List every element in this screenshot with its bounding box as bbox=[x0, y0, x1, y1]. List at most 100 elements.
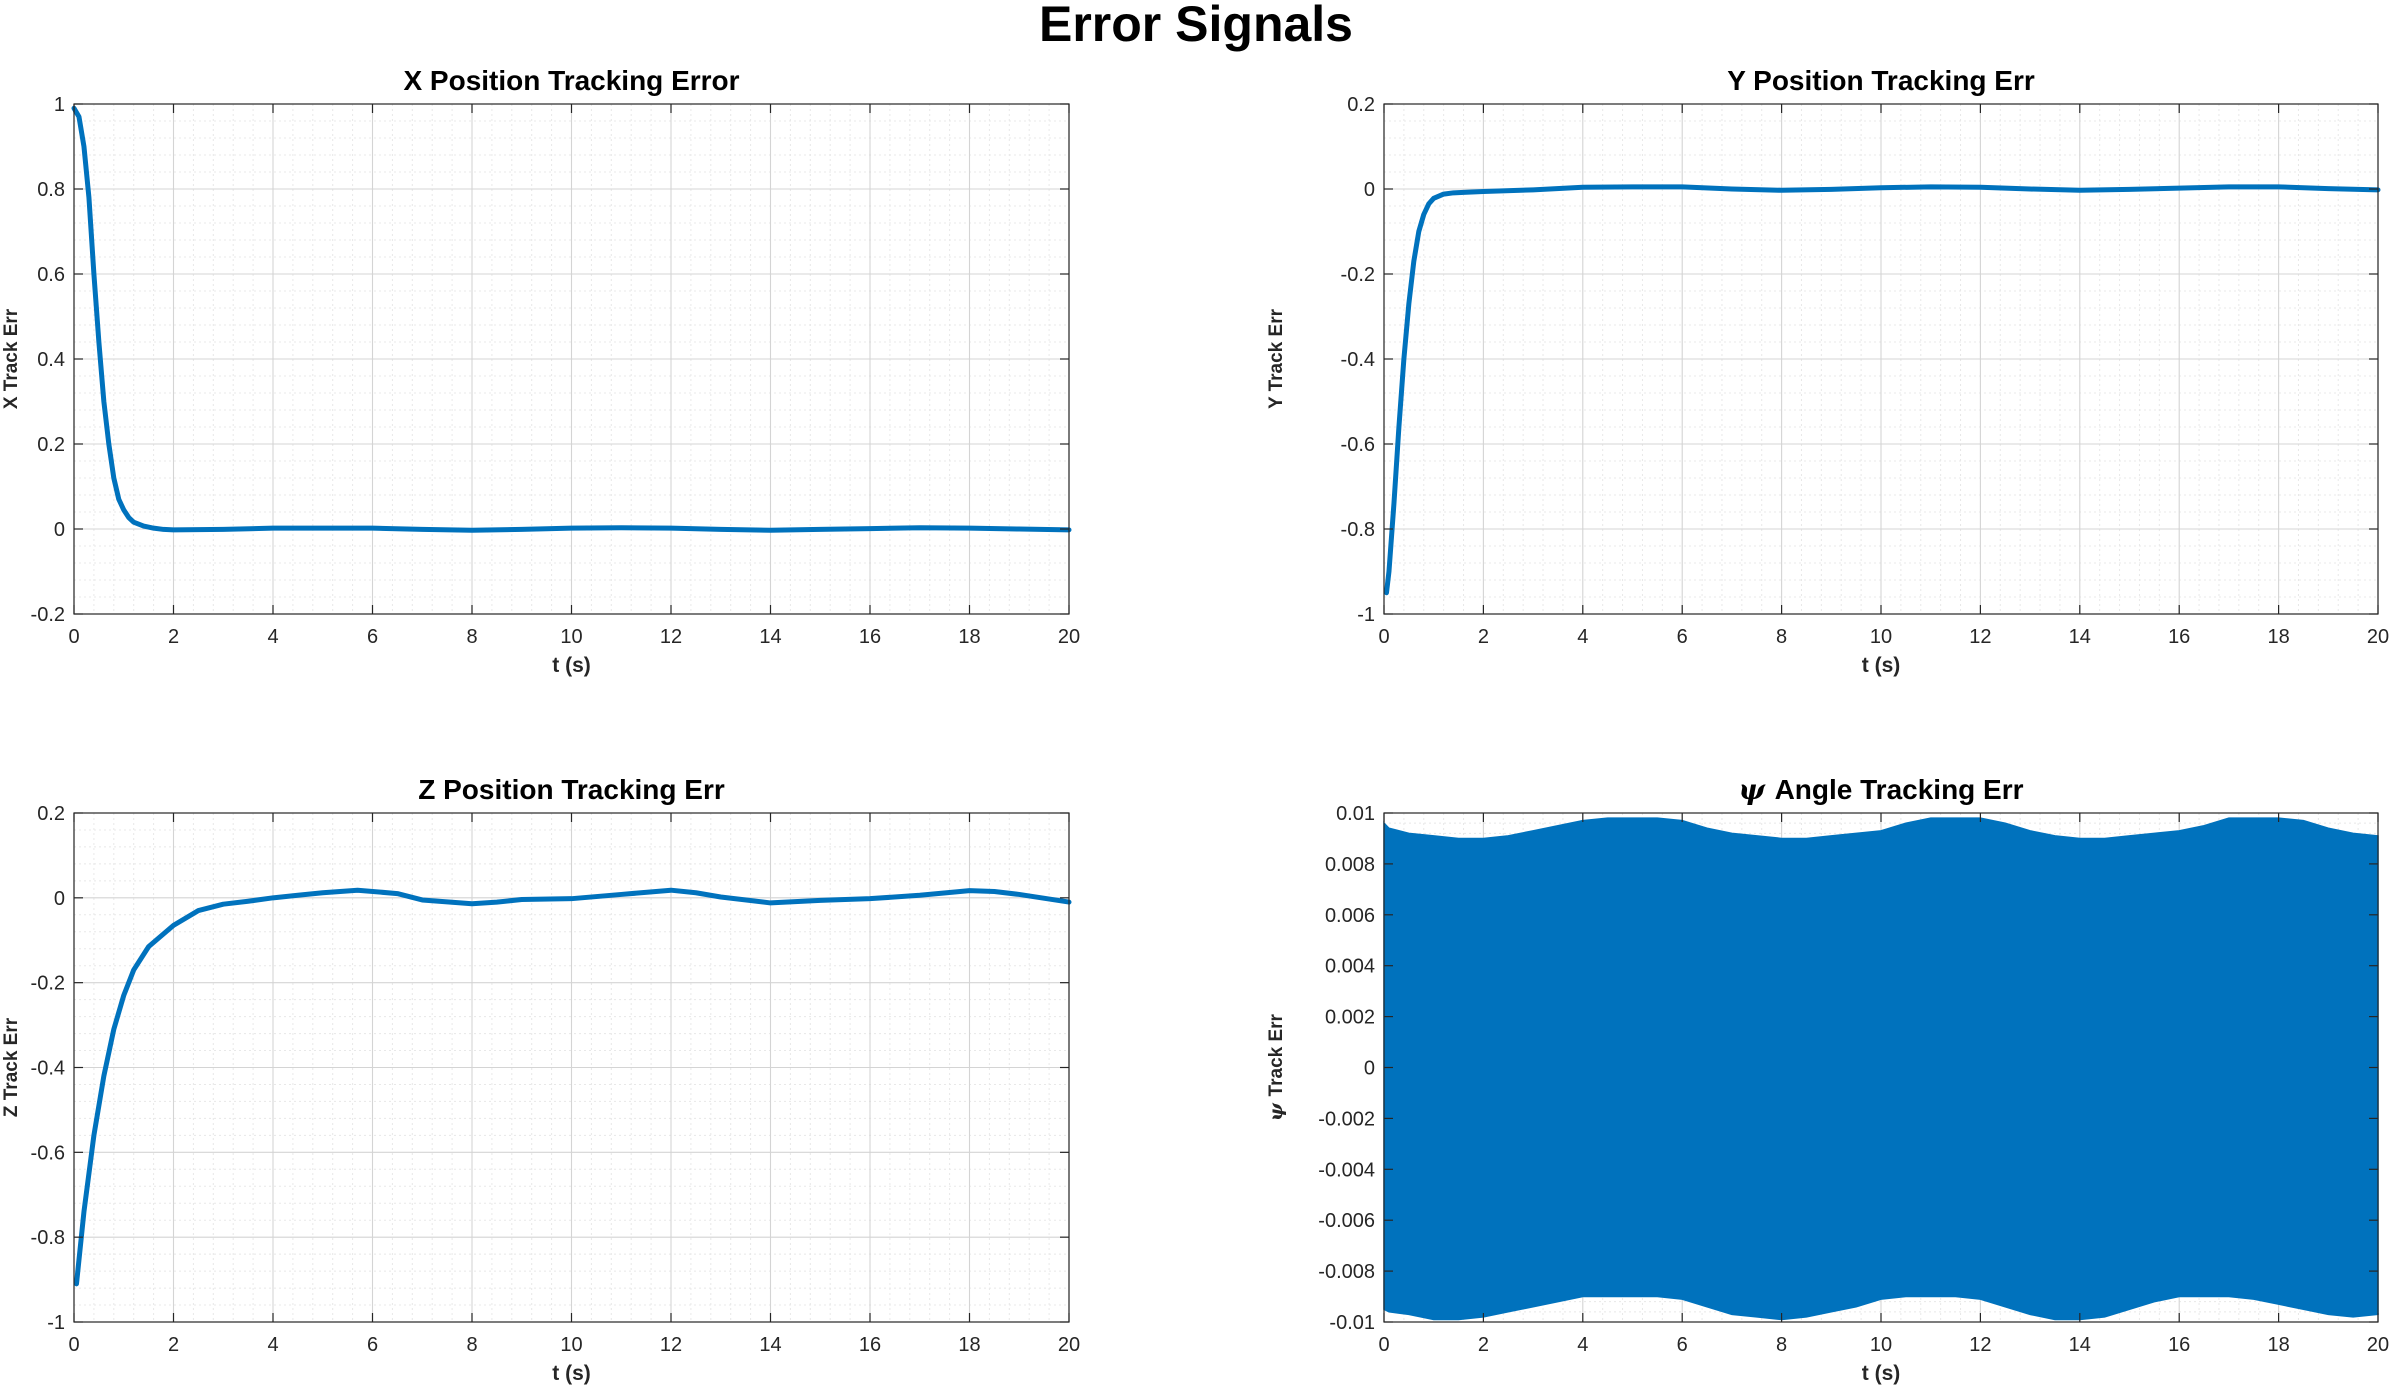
x-tick-label: 0 bbox=[68, 1334, 79, 1356]
x-tick-label: 4 bbox=[267, 1334, 278, 1356]
y-tick-label: -0.004 bbox=[1318, 1159, 1375, 1181]
y-tick-label: -0.006 bbox=[1318, 1210, 1375, 1232]
x-axis-label: t (s) bbox=[1862, 654, 1901, 677]
x-tick-label: 4 bbox=[1577, 626, 1588, 648]
x-tick-label: 18 bbox=[2267, 626, 2289, 648]
series-band bbox=[1383, 817, 2379, 1321]
y-tick-label: -0.002 bbox=[1318, 1108, 1375, 1130]
x-tick-label: 20 bbox=[1058, 1334, 1080, 1356]
axes bbox=[73, 103, 1070, 615]
x-tick-label: 0 bbox=[1378, 626, 1389, 648]
x-tick-label: 20 bbox=[1058, 626, 1080, 648]
series-line bbox=[71, 105, 1072, 533]
y-tick-label: 0 bbox=[1364, 1058, 1375, 1080]
x-tick-label: 10 bbox=[1870, 1334, 1892, 1356]
series-line bbox=[1383, 184, 2381, 596]
y-tick-label: 0.004 bbox=[1325, 956, 1375, 978]
x-axis-label: t (s) bbox=[552, 654, 591, 677]
y-tick-label: -0.4 bbox=[1341, 349, 1375, 371]
x-tick-label: 6 bbox=[367, 626, 378, 648]
subplot-1: 0 2 4 6 8 10 12 14 16 18 20-0.200.20.40.60.81X Pos… bbox=[1, 65, 1080, 677]
x-tick-label: 16 bbox=[2168, 626, 2190, 648]
x-axis-label: t (s) bbox=[552, 1362, 591, 1385]
series-line bbox=[73, 887, 1072, 1287]
x-tick-label: 6 bbox=[367, 1334, 378, 1356]
y-tick-label: 0.2 bbox=[37, 434, 65, 456]
subplot-4: 0 2 4 6 8 10 12 14 16 18 20 -0.01 -0.008 -0.006 -0.004… bbox=[1265, 773, 2389, 1385]
axes bbox=[1383, 103, 2379, 615]
x-tick-label: 8 bbox=[466, 1334, 477, 1356]
x-tick-label: 2 bbox=[1478, 1334, 1489, 1356]
y-tick-label: -0.6 bbox=[1341, 434, 1375, 456]
x-tick-label: 14 bbox=[2069, 626, 2091, 648]
x-tick-label: 12 bbox=[660, 626, 682, 648]
y-tick-label: -0.2 bbox=[31, 973, 65, 995]
x-tick-label: 8 bbox=[466, 626, 477, 648]
x-tick-label: 4 bbox=[1577, 1334, 1588, 1356]
y-tick-label: -1 bbox=[1357, 604, 1375, 626]
y-tick-label: -0.008 bbox=[1318, 1261, 1375, 1283]
y-tick-label: 0 bbox=[1364, 179, 1375, 201]
x-tick-label: 6 bbox=[1677, 1334, 1688, 1356]
y-tick-label: -0.8 bbox=[31, 1227, 65, 1249]
y-tick-label: -0.8 bbox=[1341, 519, 1375, 541]
x-tick-label: 12 bbox=[1969, 1334, 1991, 1356]
subplot-title: X Position Tracking Error bbox=[403, 65, 739, 96]
y-tick-label: 0.4 bbox=[37, 349, 65, 371]
y-tick-label: 0.008 bbox=[1325, 854, 1375, 876]
axes bbox=[1383, 812, 2379, 1323]
x-tick-label: 16 bbox=[2168, 1334, 2190, 1356]
x-tick-label: 16 bbox=[859, 1334, 881, 1356]
y-tick-label: -1 bbox=[47, 1312, 65, 1334]
y-axis-label: ψ Track Err bbox=[1265, 1013, 1287, 1121]
y-tick-label: 1 bbox=[54, 94, 65, 116]
y-tick-label: -0.2 bbox=[1341, 264, 1375, 286]
subplot-title: Z Position Tracking Err bbox=[418, 774, 725, 805]
x-tick-label: 20 bbox=[2367, 1334, 2389, 1356]
x-tick-label: 8 bbox=[1776, 1334, 1787, 1356]
minor-grid bbox=[74, 813, 1069, 1322]
subplot-title: ψ Angle Tracking Err bbox=[1738, 773, 2023, 806]
y-tick-label: -0.6 bbox=[31, 1142, 65, 1164]
x-tick-label: 8 bbox=[1776, 626, 1787, 648]
x-tick-label: 12 bbox=[660, 1334, 682, 1356]
x-tick-label: 20 bbox=[2367, 626, 2389, 648]
y-tick-label: 0.2 bbox=[37, 803, 65, 825]
x-tick-label: 4 bbox=[267, 626, 278, 648]
y-tick-label: 0.002 bbox=[1325, 1007, 1375, 1029]
x-tick-label: 18 bbox=[958, 1334, 980, 1356]
y-tick-label: 0.2 bbox=[1347, 94, 1375, 116]
x-tick-label: 14 bbox=[759, 1334, 781, 1356]
x-tick-label: 2 bbox=[1478, 626, 1489, 648]
y-axis-label: Z Track Err bbox=[1, 1017, 22, 1117]
x-tick-label: 10 bbox=[560, 626, 582, 648]
y-tick-label: -0.01 bbox=[1329, 1312, 1375, 1334]
x-tick-label: 0 bbox=[1378, 1334, 1389, 1356]
y-tick-label: -0.4 bbox=[31, 1058, 65, 1080]
figure-title: Error Signals bbox=[1039, 0, 1353, 52]
y-axis-label: Y Track Err bbox=[1266, 308, 1287, 409]
y-tick-label: 0.8 bbox=[37, 179, 65, 201]
x-tick-label: 18 bbox=[2267, 1334, 2289, 1356]
x-tick-label: 16 bbox=[859, 626, 881, 648]
x-tick-label: 12 bbox=[1969, 626, 1991, 648]
x-tick-label: 6 bbox=[1677, 626, 1688, 648]
subplot-title: Y Position Tracking Err bbox=[1727, 65, 2035, 96]
x-tick-label: 2 bbox=[168, 626, 179, 648]
y-tick-label: 0.006 bbox=[1325, 905, 1375, 927]
subplot-2: 0 2 4 6 8 10 12 14 16 18 20 -1 -0.8 -0.6 -0.4 -0.2 0 0.2 Y… bbox=[1266, 65, 2389, 677]
subplot-3: 0 2 4 6 8 10 12 14 16 18 20 -1 -0.8 -0.6 -0.4 -0.2 0 0.2 Z… bbox=[1, 774, 1080, 1385]
x-tick-label: 0 bbox=[68, 626, 79, 648]
y-tick-label: 0.6 bbox=[37, 264, 65, 286]
x-tick-label: 14 bbox=[2069, 1334, 2091, 1356]
axes bbox=[73, 812, 1070, 1323]
y-axis-label: X Track Err bbox=[1, 308, 22, 409]
x-tick-label: 2 bbox=[168, 1334, 179, 1356]
x-tick-label: 18 bbox=[958, 626, 980, 648]
x-tick-label: 10 bbox=[560, 1334, 582, 1356]
x-tick-label: 10 bbox=[1870, 626, 1892, 648]
x-tick-label: 14 bbox=[759, 626, 781, 648]
y-tick-label: 0 bbox=[54, 519, 65, 541]
y-tick-label: -0.2 bbox=[31, 604, 65, 626]
